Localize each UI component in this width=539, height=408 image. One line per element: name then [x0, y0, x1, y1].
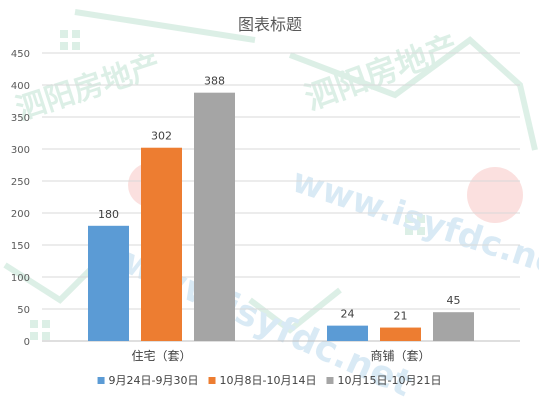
bar [194, 92, 235, 342]
data-label: 45 [447, 294, 461, 307]
y-axis-ticks: 0 50 100 150 200 250 300 350 400 450 [11, 49, 30, 348]
y-tick-label: 150 [11, 241, 30, 252]
legend-swatch [97, 377, 105, 384]
data-label: 24 [341, 308, 355, 321]
data-label: 302 [151, 130, 172, 143]
y-tick-label: 450 [11, 49, 30, 60]
bar [327, 325, 368, 341]
legend: 9月24日-9月30日 10月8日-10月14日 10月15日-10月21日 [97, 374, 441, 387]
bar [141, 147, 182, 341]
legend-swatch [326, 377, 334, 384]
x-tick-label: 住宅（套） [131, 348, 191, 363]
bars [88, 92, 474, 342]
y-tick-label: 100 [11, 273, 30, 284]
y-tick-label: 250 [11, 177, 30, 188]
y-tick-label: 0 [24, 337, 30, 348]
y-tick-label: 300 [11, 145, 30, 156]
legend-label: 9月24日-9月30日 [109, 374, 199, 387]
data-label: 388 [204, 75, 225, 88]
y-tick-label: 50 [17, 305, 30, 316]
legend-swatch [208, 377, 216, 384]
chart-title: 图表标题 [238, 15, 302, 34]
data-labels: 180 302 388 24 21 45 [98, 75, 461, 323]
legend-label: 10月15日-10月21日 [337, 374, 441, 387]
data-label: 180 [98, 208, 119, 221]
bar [380, 327, 421, 341]
x-tick-label: 商铺（套） [370, 348, 430, 363]
legend-label: 10月8日-10月14日 [220, 374, 317, 387]
bar [88, 225, 129, 341]
y-tick-label: 400 [11, 81, 30, 92]
data-label: 21 [394, 310, 408, 323]
x-axis-labels: 住宅（套） 商铺（套） [131, 348, 430, 363]
bar [433, 312, 474, 341]
y-tick-label: 350 [11, 113, 30, 124]
y-tick-label: 200 [11, 209, 30, 220]
